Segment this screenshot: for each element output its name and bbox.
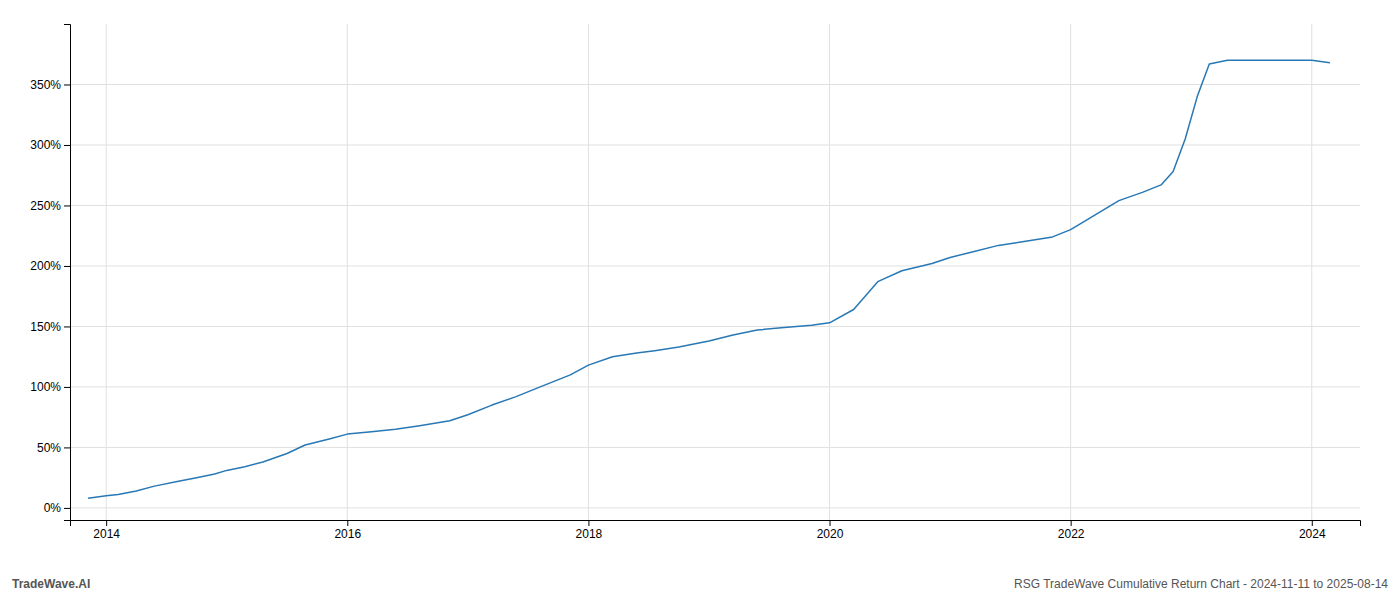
y-tick: 100% — [30, 380, 70, 394]
y-tick-mark — [64, 205, 70, 206]
x-tick: 2022 — [1058, 520, 1085, 541]
grid-line-y — [70, 386, 1360, 387]
line — [88, 60, 1330, 498]
y-tick: 150% — [30, 320, 70, 334]
y-tick: 200% — [30, 259, 70, 273]
grid-line-y — [70, 326, 1360, 327]
x-tick: 2024 — [1299, 520, 1326, 541]
y-axis: 0% 50% 100% 150% 200% 250% 300% 350% — [30, 25, 70, 521]
page: {"chart_data": {"type": "line", "title":… — [0, 0, 1400, 600]
x-tick: 2020 — [817, 520, 844, 541]
y-tick-mark — [64, 387, 70, 388]
x-tick-label: 2022 — [1058, 527, 1085, 541]
marks — [88, 60, 1330, 498]
x-tick-mark — [347, 520, 348, 526]
x-tick: 2018 — [576, 520, 603, 541]
y-tick-label: 50% — [37, 441, 61, 455]
plot-area: 2014 2016 2018 2020 2022 2024 0% 50% 100% 150% 200… — [30, 24, 1360, 541]
grid-line-y — [70, 144, 1360, 145]
grid-line-x — [106, 24, 107, 520]
grid-line-x — [829, 24, 830, 520]
x-tick-mark — [1071, 520, 1072, 526]
x-tick-label: 2014 — [93, 527, 120, 541]
footer: TradeWave.AI RSG TradeWave Cumulative Ret… — [12, 577, 1388, 591]
grid-line-y — [70, 447, 1360, 448]
grid-line-x — [347, 24, 348, 520]
y-tick: 0% — [44, 501, 70, 515]
x-tick-label: 2018 — [576, 527, 603, 541]
x-tick-mark — [588, 520, 589, 526]
x-tick-mark — [106, 520, 107, 526]
y-tick-label: 250% — [30, 199, 61, 213]
x-tick: 2016 — [334, 520, 361, 541]
y-axis-line — [64, 25, 71, 521]
y-tick-mark — [64, 145, 70, 146]
y-tick-mark — [64, 508, 70, 509]
grid-line-x — [1311, 24, 1312, 520]
y-tick-label: 200% — [30, 259, 61, 273]
y-tick: 300% — [30, 138, 70, 152]
grid-line-y — [70, 84, 1360, 85]
y-tick-label: 150% — [30, 320, 61, 334]
x-axis: 2014 2016 2018 2020 2022 2024 — [71, 520, 1361, 541]
y-tick: 50% — [37, 441, 70, 455]
y-tick-mark — [64, 266, 70, 267]
grid-line-x — [588, 24, 589, 520]
y-tick: 350% — [30, 78, 70, 92]
grid-line-y — [70, 205, 1360, 206]
grid-line-y — [70, 507, 1360, 508]
x-axis-line — [71, 521, 1361, 527]
grid-line-y — [70, 265, 1360, 266]
y-tick-label: 100% — [30, 380, 61, 394]
y-tick-mark — [64, 447, 70, 448]
watermark: TradeWave.AI — [12, 577, 90, 591]
chart-svg: 2014 2016 2018 2020 2022 2024 0% 50% 100% 150% 200… — [0, 0, 1400, 600]
title: RSG TradeWave Cumulative Return Chart - … — [1014, 577, 1388, 591]
grid — [70, 24, 1360, 520]
x-tick-label: 2020 — [817, 527, 844, 541]
x-tick: 2014 — [93, 520, 120, 541]
y-tick-label: 300% — [30, 138, 61, 152]
x-tick-mark — [830, 520, 831, 526]
y-tick-label: 0% — [44, 501, 62, 515]
x-tick-label: 2016 — [334, 527, 361, 541]
y-tick-label: 350% — [30, 78, 61, 92]
x-tick-mark — [1312, 520, 1313, 526]
chart-container: 2014 2016 2018 2020 2022 2024 0% 50% 100% 150% 200… — [0, 0, 1400, 600]
grid-line-x — [1070, 24, 1071, 520]
x-tick-label: 2024 — [1299, 527, 1326, 541]
y-tick-mark — [64, 326, 70, 327]
y-tick: 250% — [30, 199, 70, 213]
y-tick-mark — [64, 84, 70, 85]
